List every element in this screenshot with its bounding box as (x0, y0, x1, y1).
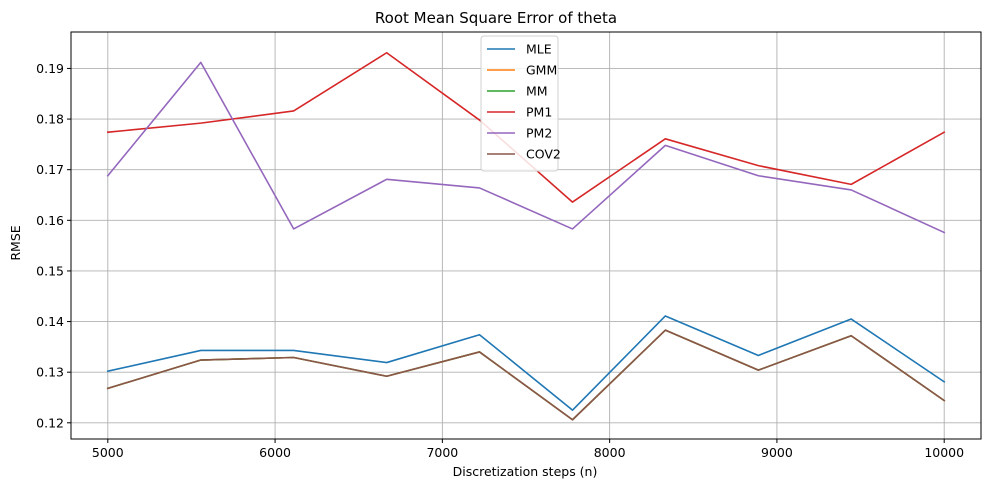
series-line-mm (106, 329, 946, 421)
legend-label-gmm: GMM (526, 63, 557, 78)
y-axis-ticks: 0.12 0.13 0.14 0.15 0.16 0.17 0.18 0.19 (36, 61, 71, 430)
x-axis-ticks: 5000 6000 7000 8000 9000 10000 (92, 439, 964, 460)
y-tick-label: 0.13 (36, 365, 64, 380)
y-tick-label: 0.15 (36, 263, 64, 278)
series-line-cov2 (106, 329, 946, 421)
x-tick-label: 10000 (924, 445, 964, 460)
y-tick-label: 0.17 (36, 162, 64, 177)
series-line-pm2 (106, 61, 946, 234)
x-tick-label: 8000 (594, 445, 626, 460)
x-tick-label: 9000 (761, 445, 793, 460)
y-tick-label: 0.19 (36, 61, 64, 76)
x-axis-label: Discretization steps (n) (453, 464, 598, 479)
series-line-gmm (106, 329, 946, 421)
y-axis-label: RMSE (8, 225, 23, 260)
legend-label-cov2: COV2 (526, 147, 561, 162)
series-line-mle (106, 315, 946, 411)
legend-label-pm2: PM2 (526, 126, 552, 141)
chart-title: Root Mean Square Error of theta (375, 9, 617, 27)
y-tick-label: 0.14 (36, 314, 64, 329)
y-tick-label: 0.18 (36, 112, 64, 127)
x-tick-label: 6000 (259, 445, 291, 460)
y-tick-label: 0.12 (36, 415, 64, 430)
legend-label-mm: MM (526, 84, 548, 99)
x-tick-label: 7000 (426, 445, 458, 460)
legend: MLE GMM MM PM1 PM2 COV2 (480, 35, 561, 172)
plot-frame (70, 31, 982, 440)
legend-label-pm1: PM1 (526, 105, 552, 120)
legend-label-mle: MLE (526, 42, 552, 57)
y-tick-label: 0.16 (36, 213, 64, 228)
x-tick-label: 5000 (92, 445, 124, 460)
